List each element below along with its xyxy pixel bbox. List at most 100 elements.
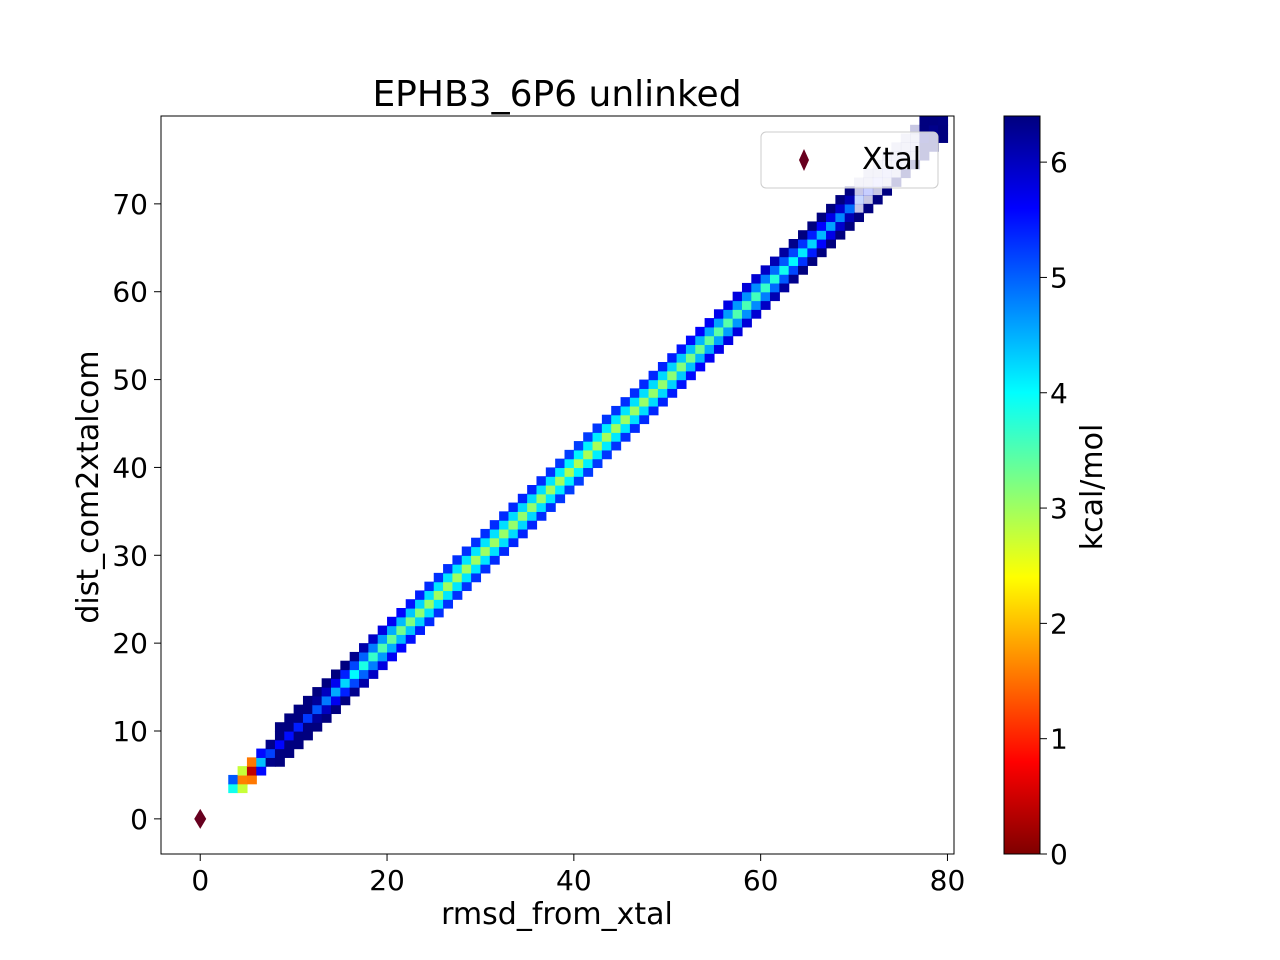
heatmap-cell — [751, 300, 762, 310]
heatmap-cell — [798, 265, 808, 275]
heatmap-cell — [452, 564, 463, 574]
heatmap-cell — [835, 195, 846, 205]
heatmap-cell — [265, 739, 276, 750]
heatmap-cell — [732, 318, 743, 328]
heatmap-cell — [751, 282, 762, 293]
heatmap-cell — [564, 476, 575, 486]
heatmap-cell — [461, 572, 472, 583]
heatmap-cell — [471, 537, 482, 548]
heatmap-cell — [461, 564, 472, 574]
colorbar-tick-label: 6 — [1050, 146, 1068, 179]
heatmap-cell — [461, 581, 472, 592]
x-tick-label: 0 — [191, 864, 209, 897]
heatmap-cell — [629, 423, 640, 433]
heatmap-cell — [536, 485, 547, 495]
heatmap-cell — [573, 441, 584, 451]
heatmap-cell — [826, 212, 836, 223]
heatmap-cell — [704, 353, 715, 363]
heatmap-cell — [573, 476, 584, 486]
heatmap-cell — [639, 405, 650, 416]
heatmap-cell — [499, 537, 510, 548]
x-tick-label: 40 — [556, 864, 592, 897]
heatmap-cell — [657, 362, 668, 372]
heatmap-cell — [760, 300, 771, 310]
heatmap-cell — [489, 520, 500, 530]
heatmap-cell — [340, 660, 351, 671]
heatmap-cell — [396, 616, 407, 627]
heatmap-cell — [331, 669, 341, 679]
heatmap-cell — [844, 186, 855, 196]
legend: Xtal — [760, 131, 939, 189]
heatmap-cell — [536, 511, 547, 521]
heatmap-cell — [807, 239, 818, 249]
heatmap-cell — [620, 423, 631, 433]
heatmap-cell — [601, 432, 612, 442]
heatmap-cell — [415, 599, 425, 609]
heatmap-cell — [872, 186, 883, 196]
heatmap-cell — [274, 731, 285, 741]
heatmap-cell — [489, 555, 500, 565]
heatmap-cell — [517, 511, 528, 521]
x-tick-label: 60 — [743, 864, 779, 897]
heatmap-cell — [732, 309, 743, 319]
heatmap-cell — [508, 502, 519, 512]
heatmap-cell — [321, 687, 332, 697]
heatmap-cell — [443, 572, 454, 583]
heatmap-cell — [284, 731, 295, 741]
heatmap-cell — [573, 449, 584, 460]
heatmap-cell — [704, 326, 715, 337]
heatmap-cell — [788, 247, 799, 258]
heatmap-cell — [788, 256, 799, 266]
heatmap-cell — [620, 397, 631, 407]
heatmap-cell — [882, 186, 893, 196]
heatmap-cell — [545, 476, 556, 486]
heatmap-cell — [424, 590, 435, 600]
heatmap-cell — [798, 247, 808, 258]
heatmap-cell — [760, 265, 771, 275]
heatmap-cell — [527, 520, 538, 530]
heatmap-cell — [583, 441, 594, 451]
y-tick-label: 30 — [112, 539, 148, 572]
heatmap-cell — [816, 239, 827, 249]
heatmap-cell — [461, 555, 472, 565]
heatmap-cell — [667, 370, 678, 381]
colorbar-tick-label: 4 — [1050, 377, 1068, 410]
heatmap-cell — [359, 643, 369, 653]
heatmap-cell — [807, 256, 818, 266]
heatmap-cell — [741, 309, 752, 319]
heatmap-cell — [695, 362, 706, 372]
heatmap-cell — [835, 212, 846, 223]
heatmap-cell — [331, 704, 341, 715]
heatmap-cell — [685, 370, 696, 381]
heatmap-cell — [452, 590, 463, 600]
heatmap-cell — [536, 493, 547, 504]
y-axis-label: dist_com2xtalcom — [71, 350, 106, 623]
heatmap-cell — [246, 774, 257, 785]
heatmap-cell — [508, 511, 519, 521]
heatmap-cell — [387, 616, 397, 627]
heatmap-cell — [629, 388, 640, 398]
heatmap-cell — [405, 608, 416, 618]
heatmap-cell — [555, 493, 566, 504]
heatmap-cell — [293, 739, 304, 750]
heatmap-cell — [872, 195, 883, 205]
heatmap-cell — [601, 449, 612, 460]
heatmap-cell — [769, 282, 780, 293]
heatmap-cell — [639, 379, 650, 389]
heatmap-cell — [564, 485, 575, 495]
heatmap-cell — [302, 713, 313, 723]
heatmap-cell — [302, 695, 313, 706]
heatmap-cell — [331, 678, 341, 688]
x-axis-ticks: 0 20 40 60 80 — [191, 854, 965, 897]
heatmap-cell — [863, 195, 874, 205]
heatmap-cell — [592, 441, 603, 451]
heatmap-cell — [517, 528, 528, 539]
heatmap-cell — [769, 291, 780, 302]
heatmap-cell — [741, 282, 752, 293]
heatmap-cell — [713, 335, 724, 346]
heatmap-cell — [629, 405, 640, 416]
heatmap-cell — [480, 564, 491, 574]
heatmap-cell — [835, 230, 846, 240]
heatmap-cell — [256, 766, 267, 776]
heatmap-cell — [349, 660, 360, 671]
